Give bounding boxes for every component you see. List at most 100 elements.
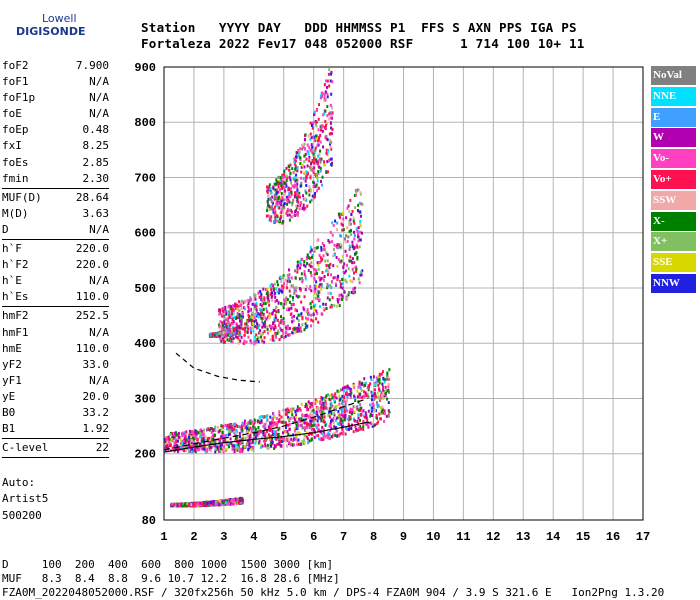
echo-point <box>174 443 177 447</box>
echo-point <box>298 295 301 299</box>
x-tick-label: 15 <box>576 530 590 544</box>
echo-point <box>218 333 221 337</box>
echo-point <box>199 503 202 507</box>
echo-point <box>350 426 353 430</box>
echo-point <box>294 183 297 187</box>
echo-point <box>311 428 314 432</box>
echo-point <box>230 498 233 502</box>
echo-point <box>195 436 198 440</box>
echo-point <box>298 207 301 211</box>
echo-point <box>326 273 329 277</box>
echo-point <box>297 438 300 442</box>
echo-point <box>177 437 180 441</box>
echo-point <box>278 410 281 414</box>
echo-point <box>262 313 265 317</box>
echo-point <box>247 420 250 424</box>
echo-point <box>239 319 242 323</box>
echo-point <box>234 329 237 333</box>
legend-item: W <box>651 128 696 148</box>
echo-point <box>274 299 277 303</box>
echo-point <box>288 280 291 284</box>
echo-point <box>207 436 210 440</box>
echo-point <box>235 316 238 320</box>
echo-point <box>284 334 287 338</box>
echo-point <box>349 222 352 226</box>
echo-point <box>265 422 268 426</box>
echo-point <box>257 315 260 319</box>
echo-point <box>308 313 311 317</box>
echo-point <box>287 275 290 279</box>
echo-point <box>326 170 329 174</box>
echo-point <box>286 202 289 206</box>
echo-point <box>286 430 289 434</box>
echo-point <box>306 324 309 328</box>
echo-point <box>247 443 250 447</box>
echo-point <box>257 426 260 430</box>
echo-point <box>338 422 341 426</box>
x-tick-label: 14 <box>546 530 560 544</box>
echo-point <box>299 184 302 188</box>
echo-point <box>181 504 184 508</box>
echo-point <box>290 210 293 214</box>
echo-point <box>164 445 167 449</box>
echo-point <box>314 185 317 189</box>
echo-point <box>294 276 297 280</box>
echo-point <box>303 270 306 274</box>
x-tick-label: 4 <box>250 530 257 544</box>
echo-point <box>233 327 236 331</box>
echo-point <box>293 176 296 180</box>
echo-point <box>346 417 349 421</box>
param-value: 3.63 <box>82 206 110 220</box>
echo-point <box>300 423 303 427</box>
echo-point <box>312 149 315 153</box>
legend-item: NNW <box>651 273 696 293</box>
echo-point <box>236 303 239 307</box>
echo-point <box>218 325 221 329</box>
echo-point <box>208 428 211 432</box>
echo-point <box>279 185 282 189</box>
echo-point <box>209 502 212 506</box>
echo-point <box>322 113 325 117</box>
echo-point <box>331 396 334 400</box>
echo-point <box>379 417 382 421</box>
echo-point <box>272 411 275 415</box>
echo-point <box>295 166 298 170</box>
echo-point <box>273 289 276 293</box>
echo-point <box>323 83 326 87</box>
echo-point <box>272 322 275 326</box>
echo-point <box>171 446 174 450</box>
echo-point <box>365 393 368 397</box>
echo-point <box>232 325 235 329</box>
echo-point <box>282 437 285 441</box>
param-value: 2.30 <box>82 171 110 185</box>
echo-point <box>301 440 304 444</box>
echo-point <box>165 437 168 441</box>
echo-point <box>281 328 284 332</box>
echo-point <box>348 209 351 213</box>
echo-point <box>316 413 319 417</box>
echo-point <box>287 416 290 420</box>
echo-point <box>174 431 177 435</box>
echo-point <box>304 275 307 279</box>
echo-point <box>309 415 312 419</box>
echo-point <box>306 253 309 257</box>
echo-point <box>166 445 169 449</box>
echo-point <box>364 422 367 426</box>
echo-point <box>210 430 213 434</box>
echo-point <box>347 291 350 295</box>
echo-point <box>261 316 264 320</box>
echo-point <box>243 422 246 426</box>
echo-point <box>327 270 330 274</box>
echo-point <box>309 405 312 409</box>
echo-point <box>360 427 363 431</box>
echo-point <box>324 269 327 273</box>
echo-point <box>319 256 322 260</box>
echo-point <box>312 185 315 189</box>
echo-point <box>307 150 310 154</box>
y-tick-label: 80 <box>142 514 156 528</box>
echo-point <box>285 326 288 330</box>
echo-point <box>372 375 375 379</box>
echo-point <box>356 232 359 236</box>
param-value: 20.0 <box>82 389 110 403</box>
echo-point <box>266 331 269 335</box>
